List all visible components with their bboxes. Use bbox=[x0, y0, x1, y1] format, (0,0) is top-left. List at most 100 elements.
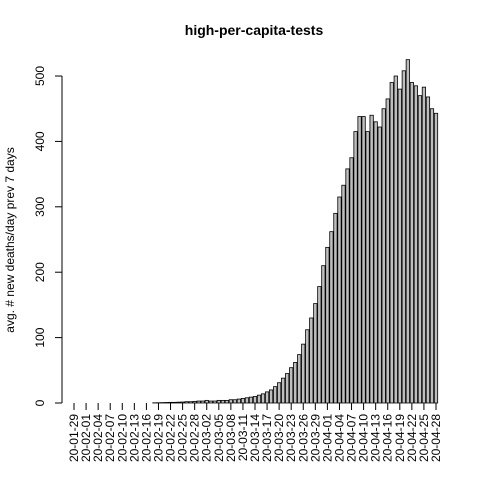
x-tick-label: 20-04-16 bbox=[381, 414, 395, 462]
x-tick-label: 20-03-08 bbox=[224, 414, 238, 462]
x-tick-label: 20-02-25 bbox=[176, 414, 190, 462]
x-tick-label: 20-02-04 bbox=[91, 414, 105, 462]
bar bbox=[285, 373, 290, 404]
bar bbox=[409, 82, 414, 404]
chart-title: high-per-capita-tests bbox=[185, 22, 324, 38]
bar bbox=[228, 399, 233, 404]
bar bbox=[365, 131, 370, 404]
x-tick-label: 20-02-19 bbox=[151, 414, 165, 462]
bar bbox=[321, 265, 326, 404]
bar bbox=[208, 400, 213, 404]
bar bbox=[361, 116, 366, 404]
x-tick-label: 20-04-25 bbox=[417, 414, 431, 462]
x-tick-label: 20-03-17 bbox=[260, 414, 274, 462]
bar bbox=[256, 394, 262, 404]
bar bbox=[264, 391, 270, 404]
bar bbox=[172, 401, 177, 404]
bar bbox=[297, 354, 302, 404]
x-tick-label: 20-02-10 bbox=[115, 414, 129, 462]
bar bbox=[200, 400, 205, 404]
bar bbox=[301, 343, 306, 404]
bar bbox=[373, 121, 378, 404]
y-tick-label: 100 bbox=[33, 327, 47, 347]
bar bbox=[248, 396, 254, 404]
bar bbox=[417, 95, 422, 404]
x-tick-label: 20-04-07 bbox=[345, 414, 359, 462]
bar bbox=[268, 389, 274, 404]
x-tick-label: 20-02-13 bbox=[127, 414, 141, 462]
bar bbox=[252, 396, 258, 404]
y-tick-label: 300 bbox=[33, 196, 47, 216]
bar bbox=[357, 116, 362, 404]
bar bbox=[425, 96, 431, 404]
bar bbox=[188, 401, 193, 404]
y-tick-label: 400 bbox=[33, 131, 47, 151]
bar bbox=[393, 75, 398, 404]
bar bbox=[260, 393, 266, 404]
x-tick-label: 20-03-23 bbox=[284, 414, 298, 462]
bar bbox=[421, 86, 427, 404]
bar bbox=[381, 108, 386, 404]
x-tick-label: 20-03-14 bbox=[248, 414, 262, 462]
bar bbox=[369, 114, 374, 404]
bar bbox=[293, 362, 298, 404]
bar bbox=[413, 85, 418, 404]
bar bbox=[204, 399, 209, 404]
bar bbox=[180, 401, 185, 404]
y-axis-label: avg. # new deaths/day prev 7 days bbox=[3, 147, 17, 332]
bar bbox=[196, 400, 201, 404]
bar bbox=[341, 184, 346, 404]
bar bbox=[345, 168, 350, 404]
bar bbox=[429, 108, 435, 404]
bar bbox=[289, 367, 294, 404]
x-tick-label: 20-02-07 bbox=[103, 414, 117, 462]
bar bbox=[377, 126, 382, 404]
y-tick-label: 0 bbox=[33, 399, 47, 406]
bar bbox=[164, 402, 169, 404]
y-tick-label: 500 bbox=[33, 66, 47, 86]
x-tick-label: 20-02-28 bbox=[188, 414, 202, 462]
bar bbox=[401, 70, 406, 404]
x-tick-label: 20-04-01 bbox=[320, 414, 334, 462]
bar bbox=[317, 286, 322, 404]
bar bbox=[192, 400, 197, 404]
y-tick-label: 200 bbox=[33, 262, 47, 282]
bar bbox=[216, 399, 221, 404]
bar bbox=[433, 112, 439, 404]
bar bbox=[220, 399, 225, 404]
bar bbox=[305, 329, 310, 404]
bar bbox=[244, 397, 250, 404]
bar bbox=[184, 401, 189, 404]
x-tick-label: 20-03-11 bbox=[236, 414, 250, 461]
bar bbox=[333, 212, 338, 404]
x-tick-label: 20-02-22 bbox=[164, 414, 178, 462]
bar bbox=[232, 399, 237, 404]
x-tick-label: 20-03-26 bbox=[296, 414, 310, 462]
x-tick-label: 20-04-28 bbox=[429, 414, 443, 462]
bar bbox=[236, 398, 242, 404]
x-tick-label: 20-04-19 bbox=[393, 414, 407, 462]
bar bbox=[405, 59, 410, 404]
x-tick-label: 20-03-02 bbox=[200, 414, 214, 462]
x-tick-label: 20-03-20 bbox=[272, 414, 286, 462]
x-tick-label: 20-02-01 bbox=[79, 414, 93, 462]
bar bbox=[224, 399, 229, 404]
x-tick-label: 20-03-05 bbox=[212, 414, 226, 462]
bar bbox=[277, 382, 282, 404]
bar bbox=[385, 98, 390, 404]
bar bbox=[337, 196, 342, 404]
x-tick-label: 20-03-29 bbox=[308, 414, 322, 462]
bar bbox=[353, 131, 358, 404]
x-tick-label: 20-04-22 bbox=[405, 414, 419, 462]
bar bbox=[325, 246, 330, 404]
x-tick-label: 20-04-04 bbox=[332, 414, 346, 462]
x-tick-label: 20-01-29 bbox=[67, 414, 81, 462]
bar bbox=[273, 386, 278, 404]
bar bbox=[389, 82, 394, 404]
bar bbox=[176, 401, 181, 404]
bar bbox=[168, 401, 173, 404]
bar bbox=[212, 400, 217, 404]
bar bbox=[281, 377, 286, 404]
bar bbox=[313, 303, 318, 404]
